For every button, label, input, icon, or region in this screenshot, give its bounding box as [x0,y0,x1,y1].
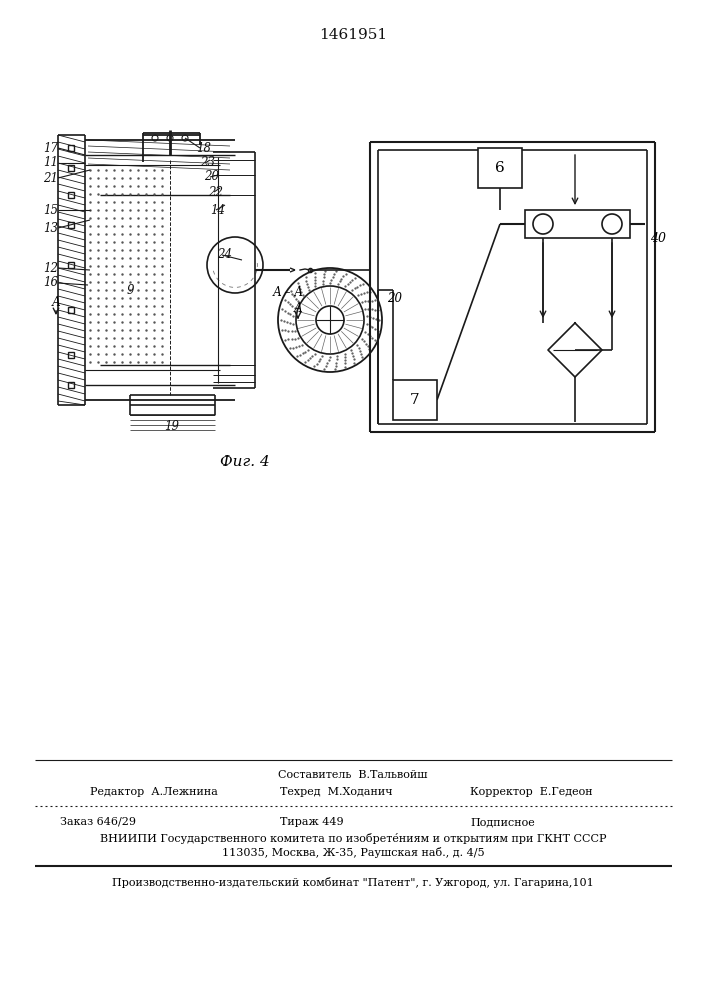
Text: 9: 9 [127,284,134,296]
Text: А – А: А – А [272,286,303,298]
Text: 20: 20 [387,292,402,304]
Text: 17: 17 [44,141,59,154]
Text: 23: 23 [201,156,216,169]
Text: 18: 18 [197,141,211,154]
Text: 1461951: 1461951 [319,28,387,42]
Text: Техред  М.Ходанич: Техред М.Ходанич [280,787,392,797]
Text: 21: 21 [44,172,59,184]
Bar [525,210,630,238]
Text: ВНИИПИ Государственного комитета по изобрете́ниям и открытиям при ГКНТ СССР: ВНИИПИ Государственного комитета по изоб… [100,832,606,844]
Text: 40: 40 [650,232,666,245]
Text: 12: 12 [44,261,59,274]
Text: Корректор  Е.Гедеон: Корректор Е.Гедеон [470,787,592,797]
Text: Составитель  В.Тальвойш: Составитель В.Тальвойш [279,770,428,780]
Text: 19: 19 [165,420,180,434]
Text: Заказ 646/29: Заказ 646/29 [60,817,136,827]
Text: 113035, Москва, Ж-35, Раушская наб., д. 4/5: 113035, Москва, Ж-35, Раушская наб., д. … [222,848,484,858]
Text: 7: 7 [410,393,420,407]
Text: 22: 22 [209,186,223,198]
Text: 15: 15 [44,204,59,217]
Text: А: А [293,302,303,314]
Text: 6: 6 [495,161,505,175]
Text: Фиг. 4: Фиг. 4 [220,455,270,469]
Text: Тираж 449: Тираж 449 [280,817,344,827]
Text: 20: 20 [204,170,219,184]
Text: 24: 24 [218,248,233,261]
Bar [393,380,437,420]
Text: 13: 13 [44,222,59,234]
Text: 16: 16 [44,276,59,290]
Text: Подписное: Подписное [470,817,534,827]
Text: 11: 11 [44,156,59,169]
Text: Редактор  А.Лежнина: Редактор А.Лежнина [90,787,218,797]
Text: Производственно-издательский комбинат "Патент", г. Ужгород, ул. Гагарина,101: Производственно-издательский комбинат "П… [112,876,594,888]
Text: 14: 14 [211,204,226,217]
Bar [478,148,522,188]
Text: А: А [52,296,60,308]
